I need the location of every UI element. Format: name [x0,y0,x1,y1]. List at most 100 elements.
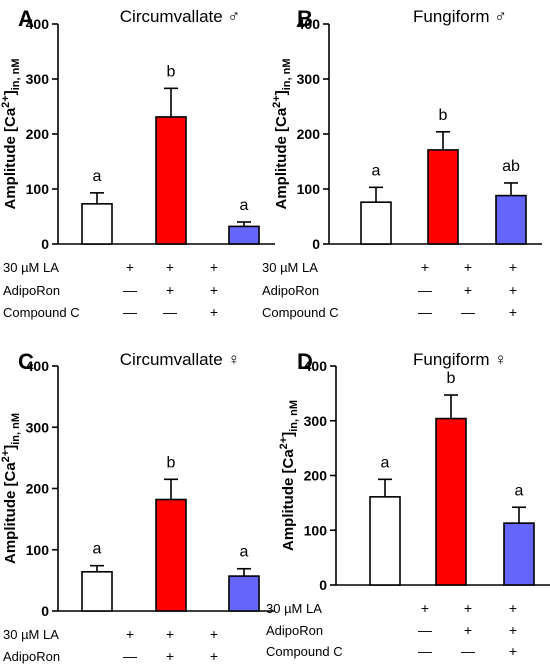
bar [81,570,113,612]
significance-letter: a [381,454,390,471]
bar [228,225,260,245]
treatment-mark: + [509,304,517,320]
bar [435,417,467,586]
treatment-mark: — [123,282,137,298]
panel-a: A Circumvallate ♂ 0 100 200 300 400 Amplitude [… [0,6,275,320]
treatment-mark: — [461,304,475,320]
bar [155,498,187,612]
treatment-mark: + [166,259,174,275]
panel-title: Circumvallate ♂ [120,7,240,26]
treatment-row-label: Compound C [3,305,80,320]
y-axis-label-part: Amplitude [Ca [273,107,290,209]
panel-b: B Fungiform ♂ 0 100 200 300 400 Amplitude [Ca2+… [262,6,542,320]
bar [503,522,535,586]
y-tick-label: 200 [297,126,321,142]
treatment-row-label: AdipoRon [262,283,319,298]
y-tick-label: 300 [26,419,50,435]
y-tick-label: 0 [41,603,49,619]
significance-letter: b [167,454,176,471]
significance-letter: a [240,197,249,214]
treatment-mark: + [166,626,174,642]
treatment-row-label: AdipoRon [266,623,323,638]
treatment-mark: + [464,259,472,275]
significance-letter: a [93,168,102,185]
panel-letter: D [297,349,313,374]
bar [81,203,113,245]
panel-title: Circumvallate ♀ [120,350,240,369]
treatment-mark: — [418,643,432,659]
treatment-mark: + [464,600,472,616]
treatment-row-label: 30 µM LA [3,260,59,275]
treatment-row-label: AdipoRon [3,649,60,664]
treatment-mark: + [509,643,517,659]
significance-letter: b [167,63,176,80]
y-axis-label-part: Amplitude [Ca [2,107,19,209]
bar [155,116,187,245]
treatment-mark: + [421,259,429,275]
significance-letter: ab [502,158,520,175]
y-tick-label: 0 [319,577,327,593]
treatment-mark: — [461,643,475,659]
y-tick-label: 300 [26,71,50,87]
panel-letter: A [18,6,34,31]
y-axis-label-part: 2+ [0,450,12,463]
y-axis-label-part: in, nM [281,59,293,91]
treatment-mark: + [166,282,174,298]
treatment-row-label: Compound C [262,305,339,320]
y-axis-label: Amplitude [Ca2+]in, nM [278,400,300,551]
treatment-row-label: 30 µM LA [3,627,59,642]
significance-letter: a [372,162,381,179]
treatment-row-label: 30 µM LA [266,601,322,616]
treatment-mark: — [123,304,137,320]
y-tick-label: 200 [26,481,50,497]
significance-letter: b [439,107,448,124]
panel-title: Fungiform ♀ [413,350,507,369]
bar [360,201,392,245]
y-tick-label: 300 [297,71,321,87]
treatment-mark: — [418,304,432,320]
bar [495,194,527,245]
panel-letter: C [18,349,34,374]
y-tick-label: 0 [41,236,49,252]
y-axis-label-part: ] [280,432,297,437]
y-tick-label: 100 [26,542,50,558]
treatment-mark: + [509,622,517,638]
y-tick-label: 300 [304,413,328,429]
y-axis-label-part: 2+ [271,95,283,108]
treatment-row-label: 30 µM LA [262,260,318,275]
treatment-mark: — [123,648,137,664]
bar [369,496,401,586]
treatment-mark: + [509,600,517,616]
significance-letter: a [240,544,249,561]
bar [427,149,459,245]
treatment-mark: — [418,282,432,298]
treatment-mark: + [166,648,174,664]
y-axis-label: Amplitude [Ca2+]in, nM [0,59,22,210]
treatment-mark: + [210,648,218,664]
treatment-mark: + [126,626,134,642]
treatment-mark: + [210,626,218,642]
treatment-mark: + [464,622,472,638]
treatment-mark: + [509,282,517,298]
treatment-mark: + [421,600,429,616]
panel-letter: B [297,6,313,31]
treatment-mark: + [509,259,517,275]
y-tick-label: 200 [26,126,50,142]
y-tick-label: 400 [26,16,50,32]
panel-title: Fungiform ♂ [413,7,507,26]
significance-letter: a [93,541,102,558]
y-tick-label: 0 [312,236,320,252]
y-tick-label: 200 [304,468,328,484]
y-axis-label-part: ] [2,445,19,450]
y-axis-label-part: 2+ [278,437,290,450]
significance-letter: a [515,482,524,499]
y-axis-label-part: ] [273,90,290,95]
y-tick-label: 400 [26,358,50,374]
y-tick-label: 100 [297,181,321,197]
y-axis-label: Amplitude [Ca2+]in, nM [0,413,22,564]
treatment-mark: + [210,304,218,320]
y-tick-label: 100 [304,522,328,538]
treatment-mark: + [464,282,472,298]
y-tick-label: 400 [304,358,328,374]
y-axis-label-part: in, nM [10,413,22,445]
